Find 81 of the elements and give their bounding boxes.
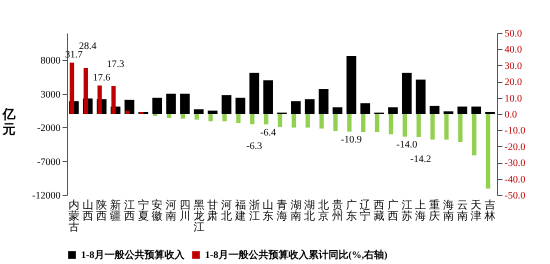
- x-tick-label: 广东: [346, 198, 357, 222]
- x-tick-label: 贵州: [332, 198, 343, 222]
- bar: [264, 114, 268, 124]
- y2-tick-label: -50.0: [504, 190, 526, 202]
- x-tick-label: 新疆: [110, 198, 122, 222]
- data-label: -14.2: [410, 154, 432, 166]
- x-tick-label: 陕西: [96, 200, 108, 222]
- x-tick-label: 辽宁: [360, 200, 371, 222]
- y2-tick-label: 50.0: [504, 28, 522, 40]
- x-tick-label: 河北: [221, 200, 232, 222]
- legend-label: 1-8月一般公共预算收入累计同比(%,右轴): [205, 249, 388, 261]
- x-tick-label: 广西: [387, 198, 398, 222]
- y2-tick-label: 10.0: [504, 93, 522, 104]
- x-tick-label: 湖南: [290, 200, 302, 222]
- bar: [166, 114, 172, 118]
- data-label: -6.3: [246, 141, 262, 152]
- bar: [457, 106, 468, 114]
- bar: [374, 114, 380, 132]
- x-tick-label: 北京: [318, 198, 330, 222]
- y2-tick-label: 30.0: [504, 60, 522, 72]
- bar: [402, 72, 412, 114]
- x-tick-label: 浙江: [248, 198, 260, 222]
- x-tick-label: 山东: [262, 198, 274, 222]
- y-tick-label: -2000: [37, 123, 60, 134]
- x-tick-label: 湖北: [304, 200, 316, 222]
- x-tick-label: 四川: [179, 200, 190, 222]
- y2-tick-label: 40.0: [504, 44, 522, 56]
- x-tick-label: 甘肃: [207, 198, 218, 222]
- bar: [347, 114, 352, 132]
- x-tick-label: 青海: [276, 198, 288, 222]
- y-tick-label: 3000: [40, 89, 60, 100]
- bar: [124, 100, 134, 114]
- x-tick-label: 吉林: [484, 198, 496, 222]
- bar: [360, 103, 370, 114]
- bar: [319, 114, 324, 129]
- data-label: -10.9: [340, 134, 362, 146]
- bar: [236, 114, 241, 124]
- bar: [152, 98, 162, 114]
- data-label: 17.3: [106, 58, 124, 70]
- bar: [180, 114, 186, 119]
- bar: [194, 109, 204, 114]
- bar: [471, 106, 482, 114]
- y2-tick-label: 20.0: [504, 77, 522, 88]
- bar: [249, 72, 260, 114]
- x-tick-label: 云南: [456, 200, 468, 222]
- bar: [304, 99, 315, 114]
- y2-tick-label: -30.0: [504, 158, 526, 170]
- bar: [416, 80, 426, 114]
- y-axis-title: 亿元: [2, 106, 17, 136]
- data-label: -6.4: [260, 127, 276, 138]
- x-tick-label: 河南: [166, 200, 177, 222]
- x-tick-label: 内蒙古: [68, 198, 80, 234]
- x-tick-label: 福建: [234, 198, 246, 222]
- x-tick-label: 江西: [124, 200, 135, 222]
- x-tick-label: 海南: [442, 200, 454, 222]
- x-tick-label: 西藏: [374, 200, 385, 222]
- legend-label: 1-8月一般公共预算收入: [81, 249, 186, 261]
- data-label: 17.6: [92, 72, 110, 84]
- x-tick-label: 安徽: [152, 198, 163, 222]
- y-tick-label: -12000: [32, 190, 60, 202]
- y2-tick-label: 0.0: [504, 110, 517, 120]
- y2-tick-label: -20.0: [504, 142, 526, 153]
- bar: [222, 114, 227, 122]
- y-tick-label: -7000: [37, 156, 60, 168]
- y-tick-label: 8000: [40, 56, 60, 66]
- x-tick-label: 黑龙江: [193, 200, 204, 234]
- x-tick-label: 重庆: [429, 198, 440, 222]
- x-tick-label: 天津: [470, 200, 482, 222]
- y2-tick-label: -40.0: [504, 174, 526, 186]
- data-label: -14.0: [396, 140, 418, 151]
- bar: [250, 114, 254, 124]
- x-tick-label: 山西: [82, 198, 94, 222]
- y2-tick-label: -10.0: [504, 126, 526, 137]
- x-tick-label: 上海: [415, 198, 426, 222]
- bar: [402, 114, 408, 137]
- bar: [278, 114, 282, 127]
- bar: [125, 110, 130, 114]
- bar: [444, 111, 454, 114]
- x-tick-label: 宁夏: [138, 198, 149, 222]
- data-label: 28.4: [79, 40, 97, 52]
- x-tick-label: 江苏: [401, 200, 412, 222]
